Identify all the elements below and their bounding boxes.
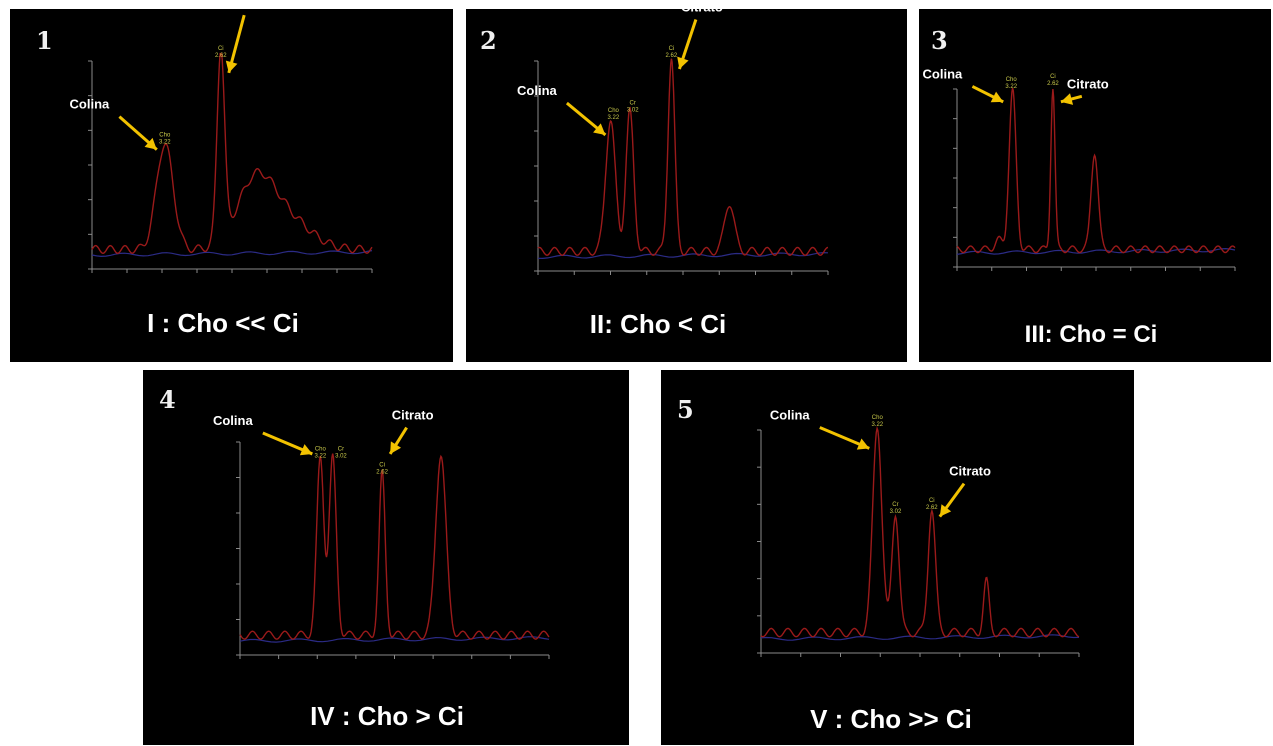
annotation-arrowhead (225, 60, 238, 73)
panel-number: 3 (931, 26, 948, 55)
peak-label: Cr (630, 100, 636, 106)
annotation-arrowhead (677, 56, 689, 69)
peak-label: Ci (379, 462, 385, 468)
baseline-trace (956, 247, 1236, 255)
citrato-label: Citrato (1067, 76, 1109, 91)
peak-label: 2.62 (215, 53, 227, 59)
peak-label: Cho (1006, 77, 1018, 83)
colina-label: Colina (517, 83, 557, 98)
citrato-label: Citrato (229, 9, 271, 10)
spectrum-trace (537, 58, 829, 256)
colina-label: Colina (770, 407, 810, 422)
annotation-arrowhead (1060, 93, 1074, 105)
panel-number: 4 (159, 385, 176, 414)
peak-label: 3.02 (627, 107, 639, 113)
colina-label: Colina (70, 97, 110, 112)
peak-label: 3.02 (890, 509, 902, 515)
panel-number: 5 (677, 395, 694, 424)
annotation-arrowhead (390, 441, 402, 454)
peak-label: 3.02 (335, 454, 347, 460)
annotation-arrowhead (144, 137, 157, 150)
panel-caption: II: Cho < Ci (590, 309, 727, 339)
spectrum-panel-5: 5 Cho 3.22 Cr 3.02 Ci 2.62 Colina Citrato V : Cho… (661, 370, 1134, 745)
peak-label: 3.22 (314, 454, 326, 460)
peak-label: Ci (218, 46, 224, 52)
spectrum-trace (91, 52, 373, 255)
colina-label: Colina (213, 413, 253, 428)
peak-label: 2.62 (926, 505, 938, 511)
panel-caption: I : Cho << Ci (147, 308, 299, 338)
spectrum-trace (239, 453, 550, 640)
panel-number: 2 (480, 26, 497, 55)
spectrum-trace (956, 87, 1236, 254)
panel-caption: III: Cho = Ci (1025, 321, 1158, 348)
annotation-arrowhead (299, 444, 313, 456)
peak-label: 3.22 (159, 139, 171, 145)
citrato-label: Citrato (681, 9, 723, 15)
peak-label: 3.22 (871, 422, 883, 428)
peak-label: 2.62 (1047, 81, 1059, 87)
colina-label: Colina (923, 66, 963, 81)
peak-label: Cr (338, 447, 344, 453)
spectrum-panel-3: 3 Cho 3.22 Ci 2.62 Colina Citrato III: Cho = Ci (919, 9, 1271, 362)
peak-label: Cho (608, 108, 620, 114)
peak-label: Ci (669, 46, 675, 52)
peak-label: 3.22 (608, 115, 620, 121)
citrato-label: Citrato (392, 408, 434, 423)
peak-label: 2.62 (666, 53, 678, 59)
peak-label: Cho (159, 132, 171, 138)
panel-caption: V : Cho >> Ci (810, 704, 972, 734)
panel-number: 1 (36, 26, 53, 55)
baseline-trace (537, 251, 829, 260)
peak-label: 2.62 (376, 469, 388, 475)
peak-label: Ci (929, 498, 935, 504)
peak-label: Cho (872, 415, 884, 421)
peak-label: Ci (1050, 74, 1056, 80)
baseline-trace (239, 636, 550, 643)
peak-label: Cho (315, 447, 327, 453)
peak-label: Cr (892, 502, 898, 508)
spectrum-panel-4: 4 Cho 3.22 Cr 3.02 Ci 2.62 Colina Citrato IV : Ch… (143, 370, 629, 745)
peak-label: 3.22 (1005, 84, 1017, 90)
panel-caption: IV : Cho > Ci (310, 701, 464, 731)
annotation-arrowhead (990, 91, 1004, 103)
annotation-arrowhead (939, 504, 952, 517)
spectrum-trace (760, 425, 1080, 638)
annotation-arrowhead (593, 123, 606, 135)
citrato-label: Citrato (949, 464, 991, 479)
annotation-arrowhead (856, 438, 870, 450)
baseline-trace (91, 250, 373, 258)
